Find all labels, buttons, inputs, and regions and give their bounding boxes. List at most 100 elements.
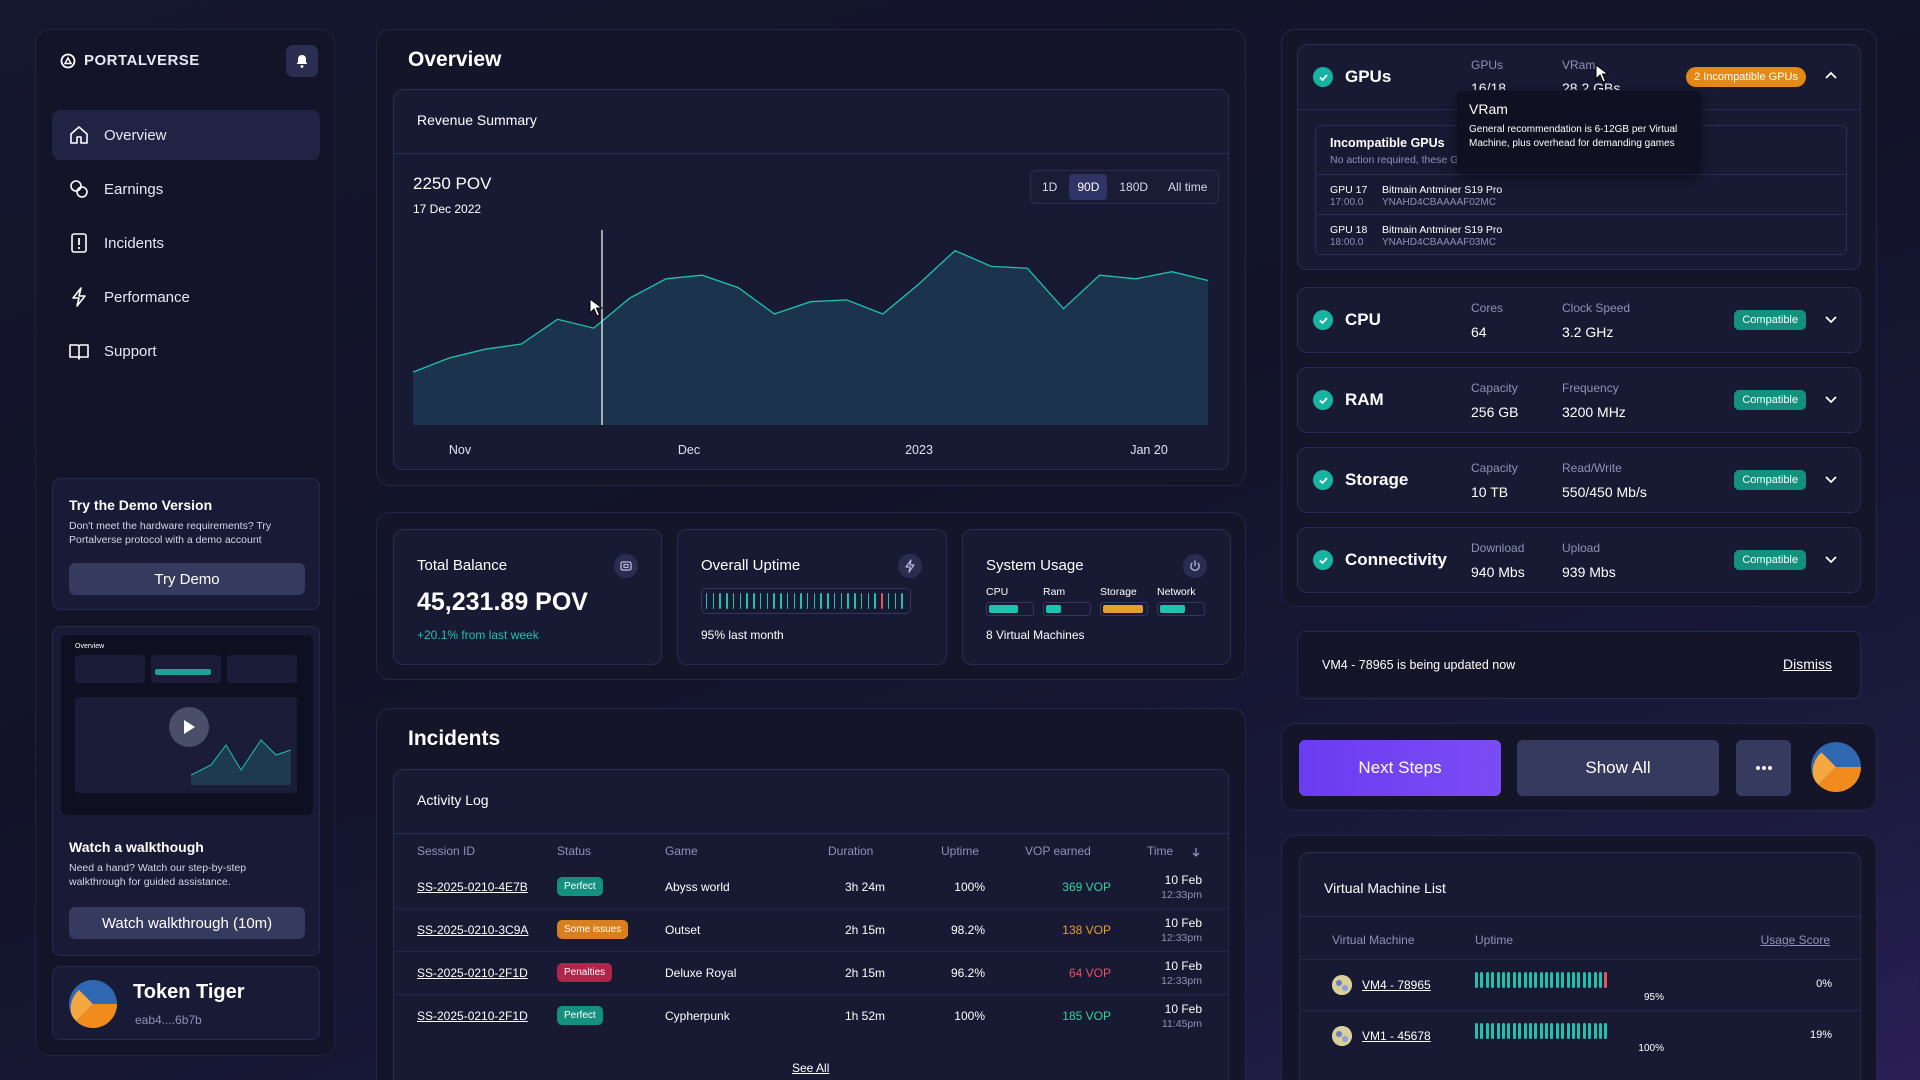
connectivity-section[interactable]: Connectivity Download 940 Mbs Upload 939… [1297,527,1861,593]
revenue-point[interactable] [556,318,559,321]
uptime-segment [901,593,903,609]
notifications-button[interactable] [286,45,318,77]
connectivity-value-1: 940 Mbs [1471,564,1525,580]
vm-row[interactable]: VM4 - 78965 95% 0% [1300,959,1862,1010]
revenue-point[interactable] [701,274,704,277]
range-1d[interactable]: 1D [1042,180,1058,194]
range-90d[interactable]: 90D [1069,174,1108,200]
revenue-point[interactable] [917,283,920,286]
vm-name-link[interactable]: VM4 - 78965 [1362,978,1431,992]
vm-name-link[interactable]: VM1 - 45678 [1362,1029,1431,1043]
try-demo-button[interactable]: Try Demo [69,563,305,595]
uptime-segment [1577,972,1581,988]
alert-icon [71,233,87,253]
session-id-link[interactable]: SS-2025-0210-3C9A [417,923,529,937]
walkthrough-title: Watch a walkthough [69,839,204,855]
uptime-segment [1572,972,1576,988]
revenue-point[interactable] [1062,307,1065,310]
chevron-down-icon[interactable] [1824,472,1838,486]
logo[interactable]: PORTALVERSE [60,52,200,69]
gpu-name: GPU 17 [1330,184,1368,196]
avatar[interactable] [1811,742,1861,792]
tooltip-title: VRam [1469,101,1508,117]
ram-section[interactable]: RAM Capacity 256 GB Frequency 3200 MHz C… [1297,367,1861,433]
sidebar-item-earnings[interactable]: Earnings [52,164,320,214]
vm-list-panel: Virtual Machine List Virtual Machine Upt… [1281,835,1877,1080]
revenue-point[interactable] [954,249,957,252]
table-row[interactable]: SS-2025-0210-3C9A Some issues Outset 2h … [394,909,1230,952]
revenue-point[interactable] [1026,267,1029,270]
revenue-point[interactable] [1207,279,1210,282]
walkthrough-video-thumbnail[interactable]: Overview [61,635,313,815]
revenue-point[interactable] [592,327,595,330]
range-180d[interactable]: 180D [1119,180,1149,194]
revenue-point[interactable] [773,313,776,316]
revenue-card: Revenue Summary 2250 POV 17 Dec 2022 1D … [393,89,1230,470]
revenue-point[interactable] [448,357,451,360]
user-card[interactable]: Token Tiger eab4....6b7b [52,966,320,1040]
game-name: Abyss world [665,880,730,894]
chevron-down-icon[interactable] [1824,392,1838,406]
uptime-segment [1512,972,1516,988]
uptime-segment [813,593,816,609]
revenue-point[interactable] [990,265,993,268]
play-button[interactable] [169,707,209,747]
revenue-point[interactable] [628,297,631,300]
watch-walkthrough-button[interactable]: Watch walkthrough (10m) [69,907,305,939]
cpu-section[interactable]: CPU Cores 64 Clock Speed 3.2 GHz Compati… [1297,287,1861,353]
revenue-point[interactable] [881,313,884,316]
table-row[interactable]: SS-2025-0210-2F1D Perfect Cypherpunk 1h … [394,995,1230,1038]
sidebar-item-performance[interactable]: Performance [52,272,320,322]
ram-value-2: 3200 MHz [1562,404,1626,420]
x-tick-label: Jan 20 [1130,443,1168,457]
column-header: VOP earned [1025,844,1091,858]
revenue-point[interactable] [1134,277,1137,280]
usage-meter [1043,602,1091,616]
activity-log-title: Activity Log [417,792,489,808]
chevron-down-icon[interactable] [1824,552,1838,566]
session-id-link[interactable]: SS-2025-0210-2F1D [417,966,528,980]
revenue-point[interactable] [1170,270,1173,273]
chevron-up-icon[interactable] [1824,69,1838,83]
range-all-time[interactable]: All time [1168,180,1208,194]
sidebar-item-overview[interactable]: Overview [52,110,320,160]
revenue-point[interactable] [737,286,740,289]
see-all-link[interactable]: See All [792,1061,830,1075]
more-options-button[interactable] [1736,740,1791,796]
show-all-button[interactable]: Show All [1517,740,1719,796]
table-row[interactable]: SS-2025-0210-2F1D Penalties Deluxe Royal… [394,952,1230,995]
next-steps-button[interactable]: Next Steps [1299,740,1501,796]
dismiss-link[interactable]: Dismiss [1783,656,1832,672]
vm-col-usage-score[interactable]: Usage Score [1760,933,1830,947]
vram-label[interactable]: VRam [1562,58,1596,72]
table-row[interactable]: SS-2025-0210-4E7B Perfect Abyss world 3h… [394,866,1230,909]
uptime-segment [1582,1023,1586,1039]
column-header[interactable]: Time [1147,844,1174,858]
bolt-icon [898,554,922,578]
check-icon [1313,470,1333,490]
storage-section[interactable]: Storage Capacity 10 TB Read/Write 550/45… [1297,447,1861,513]
revenue-point[interactable] [412,371,415,374]
uptime-segment [1593,972,1597,988]
uptime-segment [1561,972,1565,988]
session-id-link[interactable]: SS-2025-0210-2F1D [417,1009,528,1023]
uptime-segment [1480,1023,1484,1039]
revenue-point[interactable] [520,342,523,345]
revenue-chart[interactable]: Nov Dec 2023 Jan 20 [394,230,1230,470]
revenue-point[interactable] [664,277,667,280]
session-id-link[interactable]: SS-2025-0210-4E7B [417,880,528,894]
sort-arrow-icon[interactable] [1191,847,1201,857]
vm-row[interactable]: VM1 - 45678 100% 19% [1300,1010,1862,1061]
uptime-segment [1539,1023,1543,1039]
uptime-segment [807,593,809,609]
revenue-point[interactable] [809,300,812,303]
uptime-segment [1588,972,1592,988]
game-name: Deluxe Royal [665,966,737,980]
revenue-point[interactable] [845,298,848,301]
chevron-down-icon[interactable] [1824,312,1838,326]
sidebar-item-support[interactable]: Support [52,326,320,376]
revenue-point[interactable] [1098,274,1101,277]
activity-log-card: Activity Log Session ID Status Game Duratio… [393,769,1230,1080]
revenue-point[interactable] [484,348,487,351]
sidebar-item-incidents[interactable]: Incidents [52,218,320,268]
